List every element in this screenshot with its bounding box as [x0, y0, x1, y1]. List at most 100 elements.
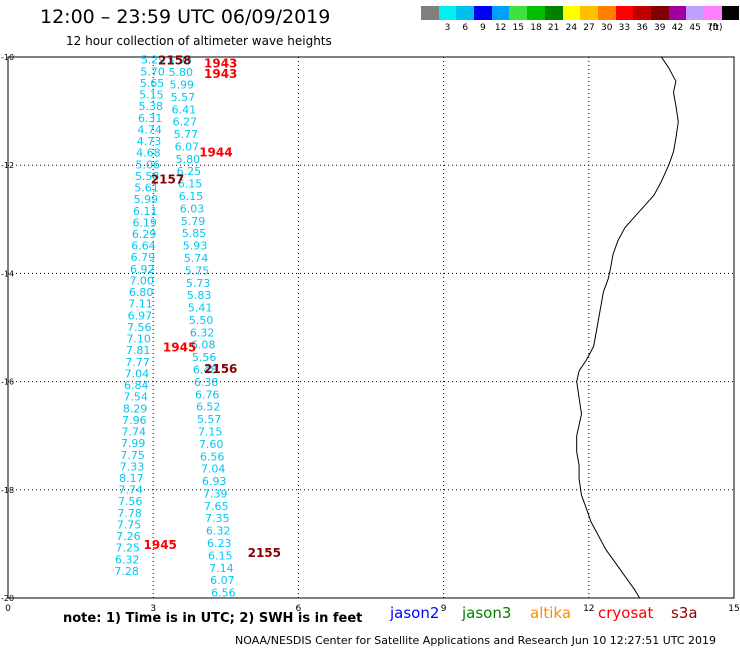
legend-bin: 70 [704, 6, 722, 33]
wave-height-value: 7.74 [122, 426, 147, 439]
axis-ticks: 0 3 6 9 12 15 -10 -12 -14 -16 -18 -20 [1, 53, 740, 614]
wave-height-value: 5.83 [187, 289, 212, 302]
wave-height-value: 6.27 [173, 116, 198, 129]
color-legend: 3 6 9 12 15 18 21 24 27 30 33 36 39 42 45 70 [421, 6, 740, 33]
wave-height-value: 5.58 [135, 170, 160, 183]
pass-time-label: 1943 [204, 56, 237, 70]
wave-height-value: 6.79 [131, 251, 156, 264]
wave-height-value: 5.29 [141, 54, 166, 67]
wave-height-value: 7.04 [201, 463, 226, 476]
wave-height-value: 6.15 [179, 190, 204, 203]
wave-height-value: 8.29 [123, 402, 148, 415]
wave-height-value: 7.00 [129, 275, 154, 288]
wave-height-value: 5.38 [139, 100, 164, 113]
wave-height-value: 5.56 [192, 351, 217, 364]
legend-swatch [438, 6, 457, 20]
legend-bin: 45 [686, 6, 704, 33]
wave-height-value: 6.19 [132, 216, 157, 229]
legend-bin: 42 [668, 6, 687, 33]
wave-height-value: 6.07 [175, 141, 200, 154]
wave-height-value: 7.15 [198, 426, 223, 439]
page-subtitle: 12 hour collection of altimeter wave hei… [66, 34, 332, 48]
wave-height-value: 7.26 [116, 530, 141, 543]
legend-swatch [421, 6, 439, 20]
legend-swatch [668, 6, 687, 20]
wave-height-value: 7.39 [203, 487, 228, 500]
wave-height-value: 7.74 [119, 484, 144, 497]
wave-height-value: 6.32 [206, 525, 231, 538]
x-tick-label: 15 [728, 604, 739, 614]
x-tick-label: 3 [150, 604, 156, 614]
pass-time-label: 2155 [248, 546, 281, 560]
wave-height-value: 6.07 [210, 574, 235, 587]
wave-height-value: 7.10 [126, 333, 151, 346]
legend-label: 27 [583, 23, 595, 33]
wave-height-value: 7.60 [199, 438, 224, 451]
wave-height-value: 5.95 [168, 54, 193, 67]
legend-swatch [650, 6, 669, 20]
legend-bin [721, 6, 740, 33]
wave-height-value: 5.99 [170, 79, 195, 92]
legend-label: 70 [707, 23, 719, 33]
wave-height-value: 5.85 [182, 227, 207, 240]
pass-time-label: 2158 [158, 54, 191, 68]
wave-height-value: 6.97 [128, 309, 153, 322]
wave-height-value: 7.56 [127, 321, 152, 334]
wave-height-value: 7.81 [126, 344, 151, 357]
x-tick-label: 9 [441, 604, 447, 614]
legend-bin: 12 [491, 6, 510, 33]
wave-height-value: 7.56 [118, 495, 143, 508]
legend-bin: 24 [562, 6, 581, 33]
legend-label: 30 [600, 23, 613, 33]
map-frame [7, 56, 735, 599]
legend-label: 3 [444, 23, 451, 33]
legend-label: 36 [636, 23, 648, 33]
wave-height-value: 7.96 [122, 414, 147, 427]
wave-height-value: 7.35 [205, 512, 230, 525]
wave-height-value: 5.93 [183, 240, 208, 253]
wave-height-value: 7.28 [114, 565, 139, 578]
legend-unit: (ft) [709, 23, 723, 33]
legend-swatch [704, 6, 722, 20]
legend-label: 9 [480, 23, 486, 33]
wave-height-value: 5.77 [174, 128, 199, 141]
wave-height-value: 7.75 [117, 519, 142, 532]
wave-height-value: 7.25 [116, 542, 141, 555]
pass-time-label: 1944 [199, 146, 232, 160]
wave-height-value: 5.06 [136, 158, 161, 171]
wave-height-value: 7.11 [128, 298, 153, 311]
wave-height-value: 6.92 [130, 263, 155, 276]
legend-bin: 3 [438, 6, 457, 33]
wave-height-value: 7.99 [121, 437, 146, 450]
wave-height-value: 6.64 [131, 240, 156, 253]
wave-height-value: 7.75 [120, 449, 145, 462]
wave-height-value: 6.76 [195, 388, 220, 401]
legend-swatch [527, 6, 545, 20]
legend-label: 12 [494, 23, 507, 33]
y-tick-label: -10 [1, 53, 14, 62]
legend-bin: 27 [580, 6, 598, 33]
legend-label: 24 [565, 23, 578, 33]
legend-bin [421, 6, 439, 33]
legend-bin: 9 [474, 6, 492, 33]
legend-bin: 6 [456, 6, 475, 33]
legend-label: 42 [671, 23, 684, 33]
wave-height-value: 6.31 [138, 112, 163, 125]
wave-height-value: 5.80 [169, 66, 194, 79]
legend-swatch [597, 6, 616, 20]
x-tick-label: 0 [5, 604, 11, 614]
wave-height-value: 7.14 [209, 562, 234, 575]
pass-time-label: 2157 [151, 173, 184, 187]
wave-height-value: 6.93 [202, 475, 227, 488]
footer-note: note: 1) Time is in UTC; 2) SWH is in fe… [63, 611, 363, 626]
wave-height-value: 6.15 [178, 178, 203, 191]
legend-swatch [633, 6, 651, 20]
satellite-label-cryosat: cryosat [598, 604, 654, 622]
legend-bin: 33 [615, 6, 634, 33]
wave-height-value: 7.33 [120, 460, 145, 473]
legend-bin: 36 [633, 6, 651, 33]
wave-height-value: 4.73 [137, 135, 162, 148]
legend-label: 45 [689, 23, 701, 33]
legend-label: 15 [512, 23, 524, 33]
